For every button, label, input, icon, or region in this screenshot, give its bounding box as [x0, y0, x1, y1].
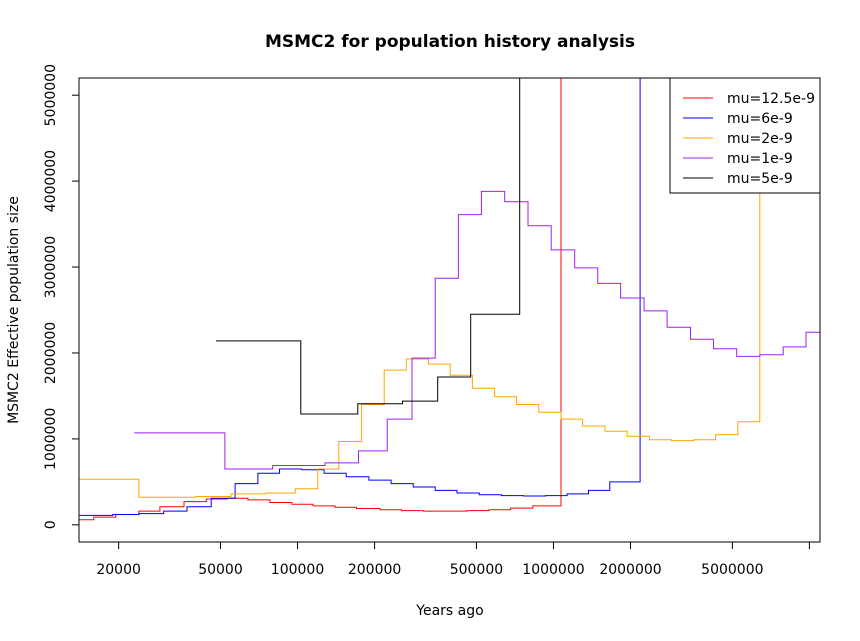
series-line-2 [79, 168, 761, 498]
legend-entry-label: mu=5e-9 [727, 171, 793, 187]
y-tick-label: 1000000 [43, 408, 59, 470]
legend-entry-label: mu=1e-9 [727, 151, 793, 167]
y-axis: 0 1000000 2000000 3000000 4000000 5000000 [43, 64, 79, 529]
legend-entry-label: mu=12.5e-9 [727, 91, 815, 107]
x-tick-label: 200000 [348, 562, 401, 578]
x-axis-label: Years ago [415, 603, 483, 619]
legend: mu=12.5e-9 mu=6e-9 mu=2e-9 mu=1e-9 mu=5e-9 [669, 77, 821, 194]
y-tick-label: 5000000 [43, 64, 59, 126]
series-line-3 [134, 190, 820, 470]
y-tick-label: 0 [43, 520, 59, 529]
x-tick-label: 50000 [198, 562, 243, 578]
plot-frame [78, 77, 821, 543]
y-tick-label: 2000000 [43, 322, 59, 384]
y-tick-label: 3000000 [43, 236, 59, 298]
series-line-0 [79, 78, 562, 521]
x-tick-label: 500000 [450, 562, 503, 578]
series-line-1 [79, 78, 641, 516]
x-tick-label: 20000 [96, 562, 141, 578]
plot-lines [79, 78, 820, 521]
legend-entry-label: mu=6e-9 [727, 111, 793, 127]
x-axis: 20000 50000 100000 200000 500000 1000000 20000… [96, 542, 810, 578]
legend-box [669, 77, 821, 194]
x-tick-label: 1000000 [522, 562, 584, 578]
x-tick-label: 2000000 [599, 562, 661, 578]
x-tick-label: 5000000 [701, 562, 763, 578]
series-line-4 [216, 78, 521, 415]
legend-entry-label: mu=2e-9 [727, 131, 793, 147]
y-axis-label: MSMC2 Effective population size [6, 196, 22, 424]
chart-title: MSMC2 for population history analysis [265, 32, 635, 52]
y-tick-label: 4000000 [43, 150, 59, 212]
x-tick-label: 100000 [271, 562, 324, 578]
